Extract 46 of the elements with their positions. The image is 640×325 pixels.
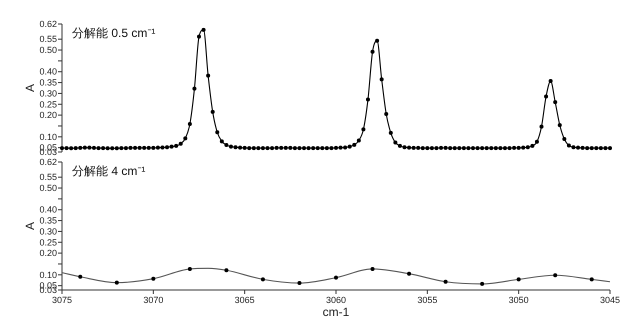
chart-title: 分解能 4 cm⁻¹ — [72, 164, 146, 178]
y-tick-label: 0.50 — [39, 183, 57, 194]
y-tick-label: 0.40 — [39, 66, 57, 77]
y-tick-label: 0.55 — [39, 34, 57, 44]
y-tick-label: 0.10 — [39, 132, 57, 142]
point — [407, 272, 412, 276]
y-tick-label: 0.40 — [39, 204, 57, 215]
y-tick-label: 0.50 — [39, 45, 57, 56]
point — [553, 273, 558, 278]
point — [590, 277, 594, 282]
y-tick-label: 0.62 — [39, 157, 57, 167]
y-axis-title: A — [23, 222, 37, 230]
y-axis-title: A — [23, 84, 37, 92]
point — [114, 280, 119, 285]
x-axis-title: cm-1 — [322, 305, 350, 319]
point — [224, 268, 228, 272]
y-tick-label: 0.30 — [39, 88, 57, 98]
point — [516, 277, 521, 282]
x-tick-label: 3060 — [326, 295, 346, 305]
point — [444, 280, 448, 284]
y-tick-label: 0.20 — [39, 248, 57, 258]
point — [78, 274, 82, 279]
y-tick-label: 0.25 — [39, 99, 57, 110]
point — [480, 282, 484, 286]
point — [151, 276, 156, 281]
y-tick-label: 0.25 — [39, 237, 57, 248]
y-tick-label: 0.20 — [39, 110, 57, 120]
line-series — [61, 268, 611, 284]
point — [188, 266, 192, 271]
y-tick-label: 0.55 — [39, 172, 57, 182]
y-tick-label: 0.30 — [39, 226, 57, 236]
x-tick-label: 3050 — [508, 295, 529, 305]
x-tick-label: 3055 — [417, 295, 438, 305]
x-tick-label: 3075 — [52, 295, 72, 305]
point — [260, 277, 265, 282]
chart-title: 分解能 0.5 cm⁻¹ — [72, 26, 156, 40]
y-tick-label: 0.10 — [39, 270, 57, 280]
point — [334, 276, 338, 280]
x-tick-label: 3045 — [600, 295, 620, 305]
x-tick-label: 3070 — [143, 295, 164, 305]
point — [297, 281, 302, 286]
y-tick-label: 0.35 — [39, 216, 57, 226]
y-tick-label: 0.62 — [39, 19, 57, 29]
x-tick-label: 3065 — [234, 295, 255, 305]
point — [370, 266, 375, 271]
y-tick-label: 0.35 — [39, 78, 57, 88]
